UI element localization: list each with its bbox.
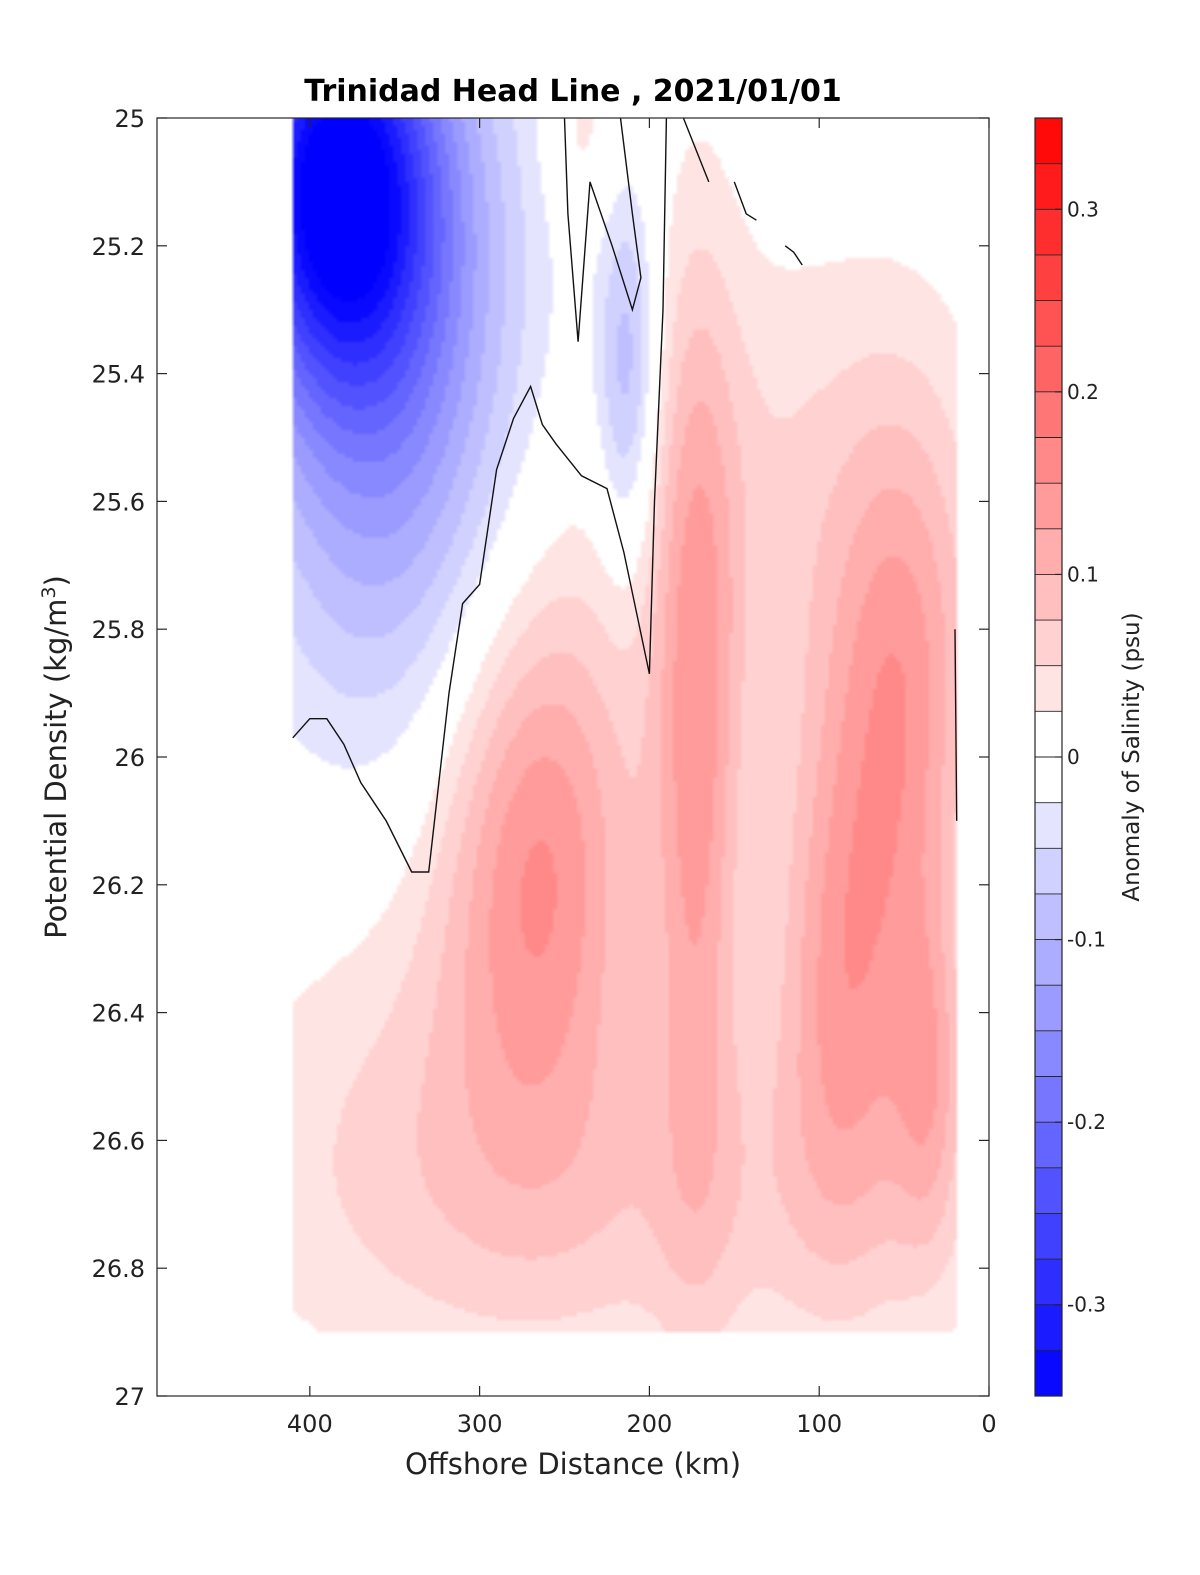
- y-axis-label-superscript: 3: [38, 586, 60, 598]
- colorbar-band: [1035, 757, 1062, 803]
- colorbar-band: [1035, 346, 1062, 392]
- y-tick-label: 25.6: [92, 488, 145, 516]
- zero-contour-lines: [292, 117, 958, 873]
- y-tick-label: 26.4: [92, 1000, 145, 1028]
- plot-area: 400 300 200 100 0 25 25.2 25.4 25.6 25.8 26 26.2 26…: [92, 105, 997, 1438]
- colorbar-band: [1035, 391, 1062, 438]
- colorbar-band: [1035, 665, 1062, 712]
- colorbar-bands: [1035, 118, 1062, 1397]
- x-axis: 400 300 200 100 0: [287, 118, 997, 1438]
- zero-contour-0: [292, 117, 668, 873]
- colorbar-band: [1035, 939, 1062, 986]
- colorbar-band: [1035, 1350, 1062, 1396]
- colorbar-band: [1035, 1304, 1062, 1351]
- colorbar-tick-label: -0.3: [1067, 1293, 1106, 1317]
- colorbar-band: [1035, 300, 1062, 347]
- colorbar-band: [1035, 437, 1062, 484]
- colorbar-band: [1035, 985, 1062, 1031]
- zero-contour-1: [563, 117, 642, 342]
- y-tick-label: 25.2: [92, 233, 145, 261]
- colorbar-band: [1035, 528, 1062, 575]
- x-tick-label: 0: [981, 1410, 996, 1438]
- colorbar: 0.3 0.2 0.1 0 -0.1 -0.2 -0.3: [1034, 117, 1106, 1397]
- salinity-anomaly-field: [157, 118, 989, 1396]
- zero-contour-3: [733, 181, 757, 221]
- colorbar-band: [1035, 1122, 1062, 1168]
- zero-contour-2: [682, 117, 710, 183]
- y-axis-label: Potential Density (kg/m3): [38, 575, 73, 939]
- y-axis-label-close: ): [39, 575, 73, 586]
- colorbar-band: [1035, 802, 1062, 849]
- y-tick-label: 25: [114, 105, 145, 133]
- colorbar-band: [1035, 893, 1062, 940]
- colorbar-band: [1035, 163, 1062, 210]
- y-tick-label: 25.4: [92, 361, 145, 389]
- chart-title: Trinidad Head Line , 2021/01/01: [304, 74, 841, 109]
- colorbar-label: Anomaly of Salinity (psu): [1119, 612, 1145, 901]
- x-tick-label: 200: [627, 1410, 673, 1438]
- colorbar-band: [1035, 1167, 1062, 1214]
- y-tick-label: 27: [114, 1383, 145, 1411]
- colorbar-tick-label: -0.1: [1067, 928, 1106, 952]
- y-tick-label: 25.8: [92, 616, 145, 644]
- colorbar-tick-label: 0.2: [1067, 380, 1099, 404]
- y-axis: 25 25.2 25.4 25.6 25.8 26 26.2 26.4 26.6 26.8 27: [92, 105, 989, 1411]
- colorbar-band: [1035, 1259, 1062, 1305]
- x-tick-label: 300: [457, 1410, 503, 1438]
- colorbar-band: [1035, 1213, 1062, 1260]
- colorbar-band: [1035, 1076, 1062, 1123]
- colorbar-band: [1035, 574, 1062, 621]
- zero-contour-4: [784, 245, 803, 266]
- y-tick-label: 26: [114, 744, 145, 772]
- colorbar-band: [1035, 118, 1062, 164]
- colorbar-tick-label: 0: [1067, 745, 1080, 769]
- colorbar-tick-label: 0.1: [1067, 562, 1099, 586]
- colorbar-band: [1035, 711, 1062, 757]
- colorbar-ticks: 0.3 0.2 0.1 0 -0.1 -0.2 -0.3: [1055, 197, 1106, 1317]
- colorbar-band: [1035, 209, 1062, 255]
- y-tick-label: 26.8: [92, 1255, 145, 1283]
- x-tick-label: 400: [287, 1410, 333, 1438]
- x-tick-label: 100: [796, 1410, 842, 1438]
- y-tick-label: 26.6: [92, 1127, 145, 1155]
- colorbar-tick-label: -0.2: [1067, 1110, 1106, 1134]
- colorbar-tick-label: 0.3: [1067, 197, 1099, 221]
- colorbar-band: [1035, 254, 1062, 301]
- colorbar-band: [1035, 848, 1062, 894]
- y-tick-label: 26.2: [92, 872, 145, 900]
- y-axis-label-main: Potential Density (kg/m: [39, 599, 73, 939]
- colorbar-band: [1035, 483, 1062, 529]
- colorbar-band: [1035, 620, 1062, 666]
- x-axis-label: Offshore Distance (km): [405, 1447, 741, 1481]
- zero-contour-5: [954, 629, 958, 821]
- colorbar-band: [1035, 1030, 1062, 1077]
